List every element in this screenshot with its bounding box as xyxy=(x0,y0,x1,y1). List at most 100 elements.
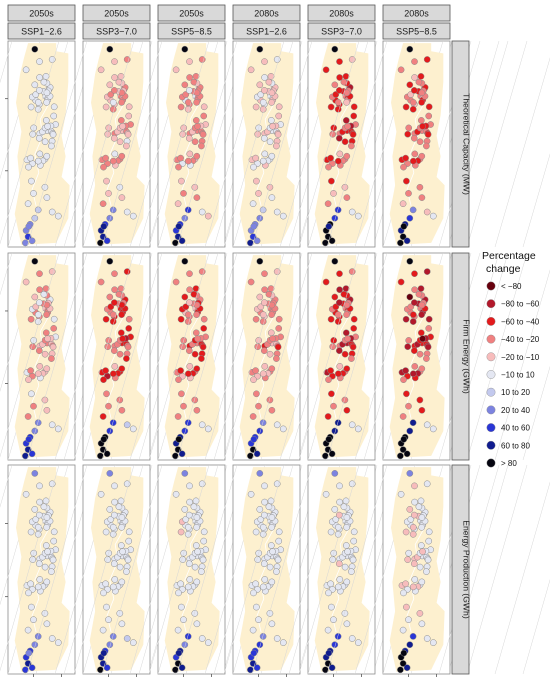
legend-item: −10 to 10 xyxy=(486,370,535,380)
station-point xyxy=(110,511,118,519)
station-point xyxy=(25,649,33,657)
station-point xyxy=(34,311,42,319)
station-point xyxy=(106,214,114,222)
map-panel xyxy=(223,252,509,461)
station-point xyxy=(334,633,342,640)
station-point xyxy=(342,329,350,337)
station-point xyxy=(328,450,336,458)
station-point xyxy=(118,194,126,201)
station-point xyxy=(269,122,276,130)
station-point xyxy=(259,318,267,325)
station-point xyxy=(28,603,35,611)
station-point xyxy=(184,105,192,113)
map-panel xyxy=(0,252,209,461)
region-shape xyxy=(89,255,145,458)
region-shape xyxy=(14,467,70,672)
station-point xyxy=(178,450,186,458)
station-point xyxy=(423,635,431,642)
station-point xyxy=(406,641,414,649)
row-strips: Theoretical Capacity (MW) Firm Energy (GW… xyxy=(451,40,472,675)
station-point xyxy=(336,270,343,278)
graticule-line xyxy=(176,464,238,675)
station-point xyxy=(402,367,409,374)
station-point xyxy=(267,542,275,549)
station-point xyxy=(279,425,287,433)
station-point xyxy=(31,641,39,649)
station-point xyxy=(35,134,43,142)
station-point xyxy=(259,419,267,427)
station-point xyxy=(269,335,276,343)
station-point xyxy=(198,56,206,63)
station-point xyxy=(260,511,268,519)
station-point xyxy=(418,99,425,106)
station-point xyxy=(255,616,262,624)
station-point xyxy=(334,318,342,325)
column-strip-period-bg xyxy=(382,4,451,22)
station-point xyxy=(423,355,430,362)
station-point xyxy=(261,58,268,65)
station-point xyxy=(192,73,200,80)
station-point xyxy=(30,190,37,197)
station-point xyxy=(399,660,407,667)
station-point xyxy=(419,548,426,555)
station-point xyxy=(348,56,356,63)
river-line xyxy=(256,314,275,419)
station-point xyxy=(191,396,199,404)
station-point xyxy=(400,435,408,443)
station-point xyxy=(175,649,183,657)
row-strip-bg xyxy=(451,464,470,675)
station-point xyxy=(116,396,124,404)
river-line xyxy=(181,102,200,206)
station-point xyxy=(328,664,336,672)
station-point xyxy=(335,347,343,355)
station-point xyxy=(409,105,417,113)
graticule-line xyxy=(176,40,238,248)
river-line xyxy=(181,527,200,633)
station-point xyxy=(123,421,131,429)
station-point xyxy=(118,311,125,319)
station-point xyxy=(116,138,124,146)
station-point xyxy=(111,74,118,81)
station-point xyxy=(349,131,357,138)
station-point xyxy=(400,223,408,230)
station-point xyxy=(172,666,179,674)
station-point xyxy=(343,152,351,160)
station-point xyxy=(34,318,42,325)
legend-swatch xyxy=(486,440,496,450)
station-point xyxy=(341,350,349,358)
station-point xyxy=(397,666,404,674)
station-point xyxy=(123,355,130,362)
station-point xyxy=(250,223,258,230)
station-point xyxy=(25,223,33,230)
station-point xyxy=(123,56,131,63)
station-point xyxy=(418,152,426,160)
legend-swatch xyxy=(486,316,496,326)
river-line xyxy=(256,102,275,206)
station-point xyxy=(181,506,189,513)
station-point xyxy=(186,270,193,278)
station-point xyxy=(411,363,419,370)
station-point xyxy=(43,523,50,531)
station-point xyxy=(256,641,264,649)
column-scenario-label: SSP1−2.6 xyxy=(246,27,287,37)
station-point xyxy=(256,81,264,89)
station-point xyxy=(334,99,342,106)
station-point xyxy=(123,268,131,275)
station-point xyxy=(409,633,417,640)
station-point xyxy=(423,421,431,429)
station-point xyxy=(250,163,257,171)
station-point xyxy=(342,497,350,505)
station-point xyxy=(402,154,409,162)
station-point xyxy=(41,138,49,146)
graticule-line xyxy=(26,40,88,248)
station-point xyxy=(35,87,43,94)
station-point xyxy=(103,177,110,185)
station-point xyxy=(343,194,351,201)
station-point xyxy=(259,311,267,319)
station-point xyxy=(119,335,126,343)
map-panel xyxy=(73,40,359,248)
map-panel xyxy=(298,464,550,677)
station-point xyxy=(192,285,200,292)
station-point xyxy=(405,190,412,197)
